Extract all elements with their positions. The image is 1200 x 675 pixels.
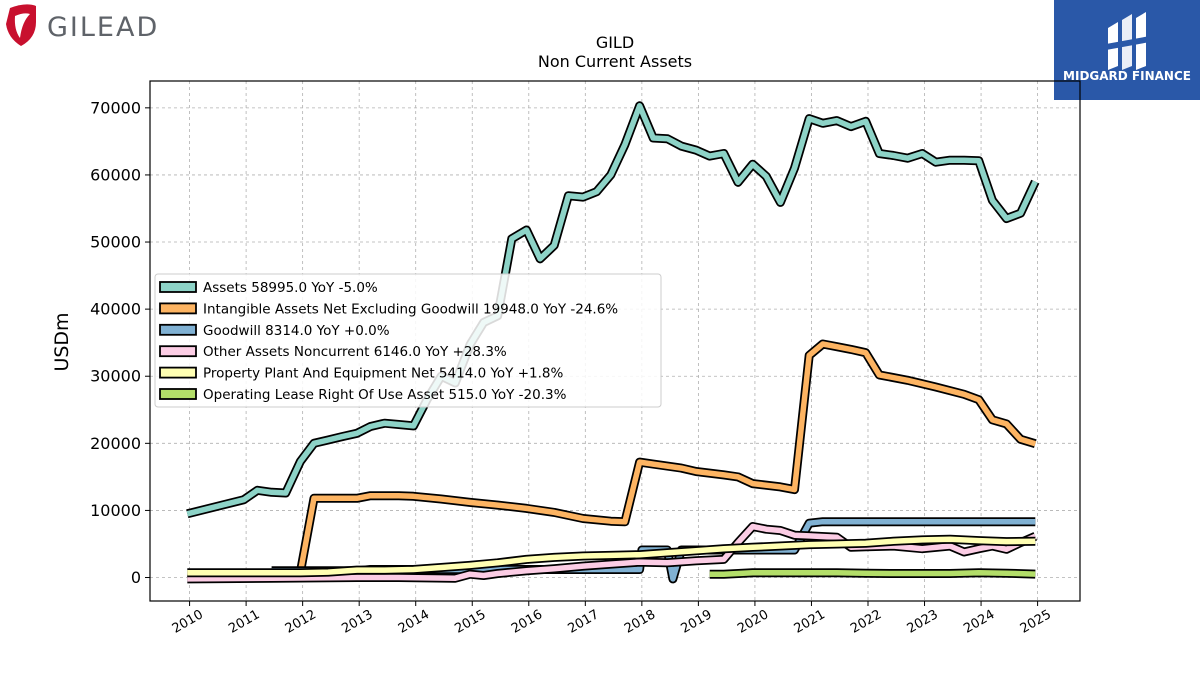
- publisher-name: MIDGARD FINANCE: [1063, 69, 1191, 83]
- legend-swatch-assets: [159, 281, 197, 293]
- x-tick-label: 2021: [792, 607, 828, 637]
- legend-entry-property-plant-and-equipment-net: Property Plant And Equipment Net 5414.0 …: [203, 366, 563, 382]
- x-tick-label: 2015: [452, 607, 488, 637]
- y-axis-ticks: 0 10000 20000 30000 40000 50000 60000 70000: [90, 98, 150, 587]
- legend-entry-intangible-assets-net-excluding-goodwill: Intangible Assets Net Excluding Goodwill…: [203, 301, 618, 317]
- series-line-other-assets-noncurrent: [187, 523, 1037, 582]
- legend: Assets 58995.0 YoY -5.0% Intangible Asset…: [154, 273, 662, 408]
- x-tick-label: 2023: [905, 607, 941, 637]
- x-tick-label: 2020: [735, 607, 771, 637]
- series-line-property-plant-and-equipment-net: [187, 536, 1036, 576]
- y-tick-label: 70000: [90, 98, 141, 117]
- axes-frame: [149, 80, 1081, 602]
- y-tick-label: 0: [131, 568, 141, 587]
- legend-entry-other-assets-noncurrent: Other Assets Noncurrent 6146.0 YoY +28.3…: [203, 344, 507, 360]
- legend-entry-operating-lease-right-of-use-asset: Operating Lease Right Of Use Asset 515.0…: [203, 387, 567, 403]
- x-tick-label: 2013: [339, 607, 375, 637]
- gilead-logo-text: GILEAD: [47, 12, 159, 43]
- y-tick-label: 30000: [90, 367, 141, 386]
- series-line-intangible-assets-net-excluding-goodwill: [297, 341, 1037, 573]
- x-tick-label: 2010: [170, 607, 206, 637]
- midgard-logo-icon: [1106, 12, 1150, 70]
- x-tick-label: 2014: [396, 607, 432, 637]
- x-tick-label: 2012: [283, 607, 319, 637]
- y-tick-label: 60000: [90, 165, 141, 184]
- x-tick-label: 2019: [679, 607, 715, 637]
- publisher-badge: MIDGARD FINANCE: [1054, 0, 1200, 100]
- chart-subtitle: Non Current Assets: [538, 52, 692, 71]
- x-tick-label: 2025: [1018, 607, 1054, 637]
- x-axis-ticks: 2010 2011 2012 2013 2014 2015 2016 2017 2018 2019…: [170, 601, 1054, 637]
- y-tick-label: 40000: [90, 300, 141, 319]
- plot-area-series: [186, 101, 1040, 584]
- legend-entry-goodwill: Goodwill 8314.0 YoY +0.0%: [203, 323, 390, 339]
- x-tick-label: 2017: [565, 607, 601, 637]
- x-tick-label: 2011: [226, 607, 262, 637]
- legend-swatch-operating-lease-right-of-use-asset: [159, 388, 197, 400]
- gilead-logo: GILEAD: [6, 4, 159, 46]
- legend-swatch-property-plant-and-equipment-net: [159, 366, 197, 379]
- legend-swatch-other-assets-noncurrent: [159, 345, 197, 358]
- legend-swatch-intangible-assets-net-excluding-goodwill: [159, 302, 197, 315]
- x-tick-label: 2016: [509, 607, 545, 637]
- x-tick-label: 2018: [622, 607, 658, 637]
- chart-title: GILD: [596, 33, 634, 52]
- y-tick-label: 10000: [90, 501, 141, 520]
- x-tick-label: 2022: [848, 607, 884, 637]
- legend-swatch-goodwill: [159, 323, 197, 336]
- legend-entry-assets: Assets 58995.0 YoY -5.0%: [203, 280, 378, 296]
- y-axis-label: USDm: [51, 312, 73, 371]
- y-tick-label: 50000: [90, 233, 141, 252]
- y-tick-label: 20000: [90, 434, 141, 453]
- series-line-operating-lease-right-of-use-asset: [709, 570, 1036, 577]
- series-line-assets: [186, 103, 1038, 517]
- legend-box: [154, 273, 662, 408]
- x-tick-label: 2024: [961, 607, 997, 637]
